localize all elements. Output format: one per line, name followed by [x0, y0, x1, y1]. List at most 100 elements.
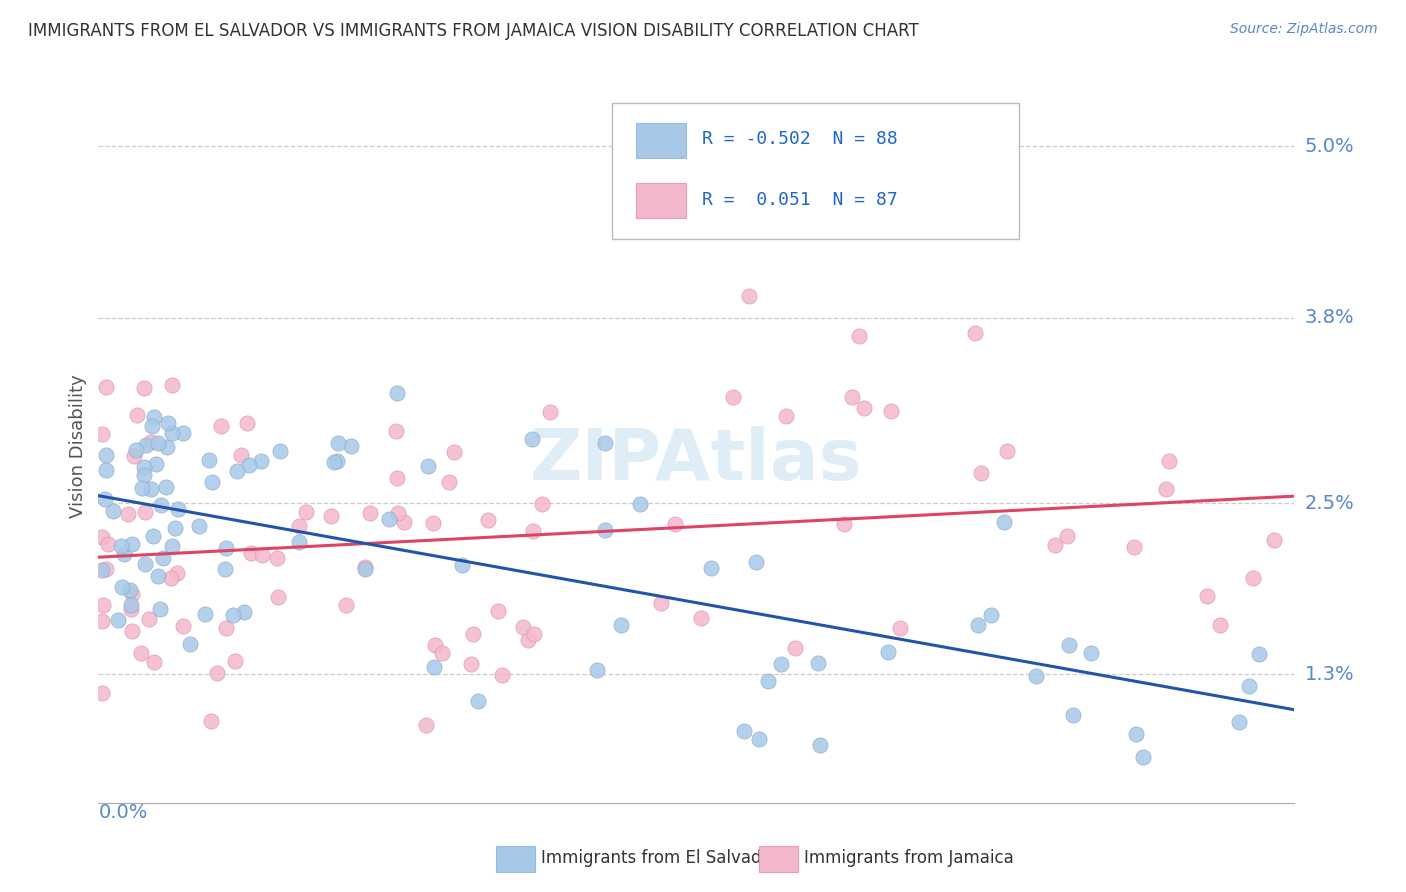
Point — [197, 453, 219, 467]
Point — [152, 551, 174, 566]
Point — [225, 464, 247, 478]
Point — [808, 738, 831, 752]
Point — [120, 602, 142, 616]
Point — [319, 508, 342, 523]
Point — [385, 471, 408, 485]
Point — [1056, 529, 1078, 543]
Point — [422, 516, 444, 530]
Point — [148, 435, 170, 450]
Text: 5.0%: 5.0% — [1305, 136, 1354, 156]
Point — [96, 562, 118, 576]
Text: 1.3%: 1.3% — [1305, 665, 1354, 684]
Point — [1080, 646, 1102, 660]
Point — [841, 391, 863, 405]
Point — [201, 475, 224, 489]
Point — [980, 607, 1002, 622]
Point — [91, 530, 114, 544]
Point — [700, 561, 723, 575]
Point — [266, 550, 288, 565]
Point — [142, 410, 165, 425]
Point — [593, 436, 616, 450]
Point — [194, 607, 217, 621]
Point — [120, 599, 142, 613]
Point — [135, 438, 157, 452]
Point — [91, 563, 114, 577]
Point — [1157, 454, 1180, 468]
Point — [179, 637, 201, 651]
Point — [267, 590, 290, 604]
Point — [187, 518, 209, 533]
Point — [107, 613, 129, 627]
Point — [745, 555, 768, 569]
Point — [138, 612, 160, 626]
Point — [385, 385, 408, 400]
Point — [876, 645, 898, 659]
Point — [141, 418, 163, 433]
Point — [240, 546, 263, 560]
Point — [1247, 648, 1270, 662]
Point — [233, 605, 256, 619]
Point — [853, 401, 876, 415]
Text: ZIPAtlas: ZIPAtlas — [530, 425, 862, 495]
Point — [101, 504, 124, 518]
Point — [593, 524, 616, 538]
Point — [538, 405, 561, 419]
Point — [205, 666, 228, 681]
Point — [326, 436, 349, 450]
Point — [879, 403, 901, 417]
Point — [1263, 533, 1285, 547]
Point — [1025, 669, 1047, 683]
Point — [114, 547, 136, 561]
Point — [110, 539, 132, 553]
FancyBboxPatch shape — [636, 183, 686, 218]
Text: Immigrants from El Salvador: Immigrants from El Salvador — [540, 849, 778, 867]
Point — [134, 468, 156, 483]
Point — [91, 614, 114, 628]
Point — [531, 497, 554, 511]
Point — [96, 448, 118, 462]
Point — [288, 534, 311, 549]
Point — [156, 440, 179, 454]
Point — [238, 458, 260, 472]
Point — [224, 654, 246, 668]
Point — [756, 673, 779, 688]
Point — [423, 659, 446, 673]
Point — [200, 714, 222, 728]
Point — [609, 618, 631, 632]
Point — [437, 475, 460, 490]
Point — [995, 444, 1018, 458]
Point — [359, 506, 381, 520]
Point — [963, 326, 986, 341]
Point — [423, 638, 446, 652]
Point — [269, 444, 291, 458]
Text: 2.5%: 2.5% — [1305, 493, 1354, 513]
Point — [783, 640, 806, 655]
Point — [443, 445, 465, 459]
Point — [91, 598, 114, 612]
Point — [91, 427, 114, 442]
Point — [832, 517, 855, 532]
Point — [339, 439, 361, 453]
Point — [150, 498, 173, 512]
Point — [121, 586, 143, 600]
Point — [249, 454, 271, 468]
Point — [323, 455, 346, 469]
Point — [770, 657, 793, 671]
Point — [149, 602, 172, 616]
Point — [94, 492, 117, 507]
Point — [738, 289, 761, 303]
Point — [378, 512, 401, 526]
Point — [993, 515, 1015, 529]
Point — [141, 435, 163, 450]
Point — [418, 459, 440, 474]
Text: Immigrants from Jamaica: Immigrants from Jamaica — [804, 849, 1014, 867]
Point — [585, 664, 607, 678]
Point — [134, 381, 156, 395]
Y-axis label: Vision Disability: Vision Disability — [69, 374, 87, 518]
Point — [721, 390, 744, 404]
Point — [252, 548, 274, 562]
Point — [1209, 617, 1232, 632]
Point — [160, 539, 183, 553]
Point — [1125, 726, 1147, 740]
FancyBboxPatch shape — [496, 847, 534, 872]
